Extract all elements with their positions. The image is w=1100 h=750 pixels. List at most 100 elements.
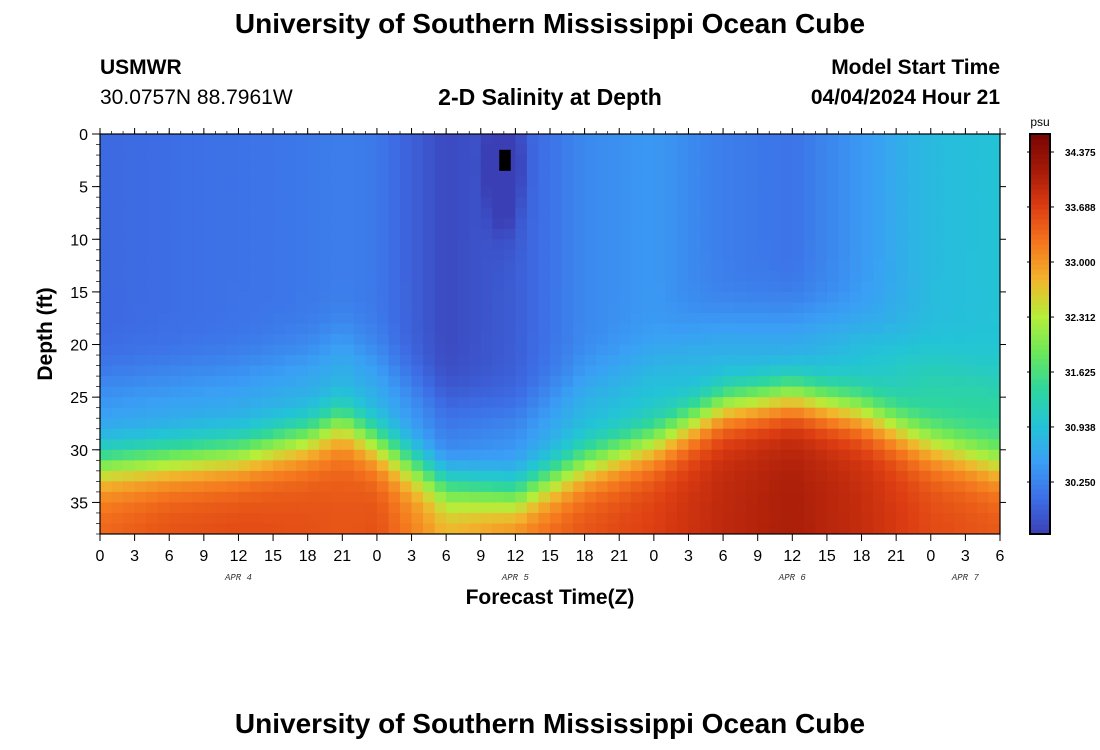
heatmap-cell [700, 281, 713, 293]
heatmap-cell [169, 460, 182, 472]
heatmap-cell [330, 334, 343, 346]
heatmap-cell [607, 186, 620, 198]
heatmap-cell [134, 470, 147, 482]
heatmap-cell [873, 449, 886, 461]
heatmap-cell [619, 155, 632, 167]
heatmap-cell [457, 176, 470, 188]
heatmap-cell [376, 249, 390, 261]
colorbar-segment [1030, 369, 1050, 375]
heatmap-cell [780, 407, 793, 419]
heatmap-cell [953, 523, 966, 534]
heatmap-cell [503, 365, 516, 377]
heatmap-cell [446, 218, 459, 230]
heatmap-cell [953, 165, 966, 177]
heatmap-cell [296, 270, 309, 282]
heatmap-cell [296, 407, 309, 419]
heatmap-cell [976, 376, 990, 388]
heatmap-cell [423, 176, 436, 188]
heatmap-cell [134, 512, 147, 525]
heatmap-cell [446, 355, 459, 367]
heatmap-cell [238, 491, 251, 504]
heatmap-cell [273, 270, 286, 282]
heatmap-cell [469, 239, 482, 251]
heatmap-cell [353, 155, 366, 167]
colorbar-segment [1030, 219, 1050, 225]
heatmap-cell [469, 165, 482, 177]
heatmap-cell [930, 491, 943, 504]
heatmap-cell [411, 281, 424, 293]
heatmap-cell [630, 386, 643, 398]
heatmap-cell [780, 176, 793, 188]
heatmap-cell [123, 197, 136, 209]
heatmap-cell [757, 365, 770, 377]
heatmap-cell [965, 481, 978, 493]
heatmap-cell [457, 428, 470, 440]
heatmap-cell [642, 397, 655, 409]
heatmap-cell [965, 281, 978, 293]
heatmap-cell [353, 176, 366, 188]
heatmap-cell [976, 512, 990, 525]
heatmap-cell [630, 355, 643, 367]
heatmap-cell [884, 334, 897, 346]
colorbar-segment [1030, 334, 1050, 340]
heatmap-cell [123, 376, 136, 388]
heatmap-cell [330, 512, 343, 525]
heatmap-cell [676, 407, 690, 419]
heatmap-cell [596, 312, 609, 325]
heatmap-cell [100, 365, 113, 377]
heatmap-cell [388, 460, 401, 472]
heatmap-cell [492, 449, 505, 461]
heatmap-cell [757, 418, 770, 430]
heatmap-cell [688, 365, 701, 377]
colorbar-tick-label: 32.312 [1065, 313, 1096, 324]
heatmap-cell [907, 449, 920, 461]
heatmap-cell [988, 449, 1000, 461]
heatmap-cell [896, 344, 909, 356]
heatmap-cell [446, 197, 459, 209]
heatmap-cell [550, 449, 563, 461]
heatmap-cell [596, 376, 609, 388]
heatmap-cell [492, 386, 505, 398]
heatmap-cell [503, 260, 516, 272]
heatmap-cell [146, 512, 159, 525]
heatmap-cell [492, 460, 505, 472]
x-tick-label: 12 [230, 548, 248, 565]
heatmap-cell [123, 365, 136, 377]
heatmap-cell [861, 197, 874, 209]
heatmap-cell [803, 386, 816, 398]
heatmap-cell [365, 449, 378, 461]
heatmap-cell [988, 260, 1000, 272]
heatmap-cell [100, 491, 113, 504]
heatmap-cell [111, 334, 124, 346]
heatmap-cell [388, 197, 401, 209]
heatmap-cell [273, 512, 286, 525]
heatmap-cell [411, 144, 424, 156]
heatmap-cell [630, 270, 643, 282]
heatmap-cell [423, 134, 436, 146]
heatmap-cell [261, 218, 274, 230]
heatmap-cell [780, 134, 793, 146]
heatmap-cell [826, 270, 840, 282]
x-day-label: APR 6 [778, 573, 807, 583]
heatmap-cell [273, 386, 286, 398]
heatmap-cell [653, 291, 666, 304]
heatmap-cell [423, 439, 436, 451]
heatmap-cell [330, 523, 343, 534]
heatmap-cell [134, 491, 147, 504]
heatmap-cell [238, 334, 251, 346]
heatmap-cell [561, 481, 574, 493]
heatmap-cell [850, 428, 863, 440]
heatmap-cell [515, 481, 528, 493]
heatmap-cell [884, 165, 897, 177]
heatmap-cell [157, 197, 170, 209]
heatmap-cell [215, 470, 228, 482]
heatmap-cell [884, 249, 897, 261]
heatmap-cell [619, 407, 632, 419]
heatmap-cell [411, 397, 424, 409]
heatmap-cell [261, 260, 274, 272]
heatmap-cell [492, 470, 505, 482]
heatmap-cell [596, 291, 609, 304]
heatmap-cell [261, 165, 274, 177]
heatmap-cell [423, 197, 436, 209]
heatmap-cell [342, 502, 355, 514]
